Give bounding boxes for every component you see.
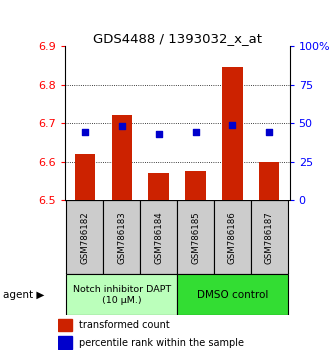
Bar — [67, 274, 177, 315]
Bar — [259, 161, 279, 200]
Text: Notch inhibitor DAPT
(10 μM.): Notch inhibitor DAPT (10 μM.) — [72, 285, 171, 305]
Text: GSM786185: GSM786185 — [191, 211, 200, 264]
Bar — [67, 200, 103, 274]
Text: agent ▶: agent ▶ — [3, 290, 45, 300]
Bar — [222, 67, 243, 200]
Bar — [177, 274, 288, 315]
Text: GSM786183: GSM786183 — [117, 211, 126, 264]
Text: percentile rank within the sample: percentile rank within the sample — [79, 338, 244, 348]
Bar — [177, 200, 214, 274]
Point — [230, 122, 235, 127]
Text: DMSO control: DMSO control — [197, 290, 268, 300]
Point — [156, 131, 161, 137]
Bar — [112, 115, 132, 200]
Point — [193, 130, 198, 135]
Bar — [140, 200, 177, 274]
Bar — [75, 154, 95, 200]
Text: GSM786187: GSM786187 — [265, 211, 274, 264]
Text: GSM786182: GSM786182 — [80, 211, 89, 264]
Bar — [185, 171, 206, 200]
Text: transformed count: transformed count — [79, 320, 169, 330]
Point — [267, 130, 272, 135]
Title: GDS4488 / 1393032_x_at: GDS4488 / 1393032_x_at — [93, 32, 261, 45]
Bar — [103, 200, 140, 274]
Bar — [149, 173, 169, 200]
Point — [119, 123, 124, 129]
Bar — [58, 319, 72, 331]
Bar — [58, 336, 72, 349]
Text: GSM786184: GSM786184 — [154, 211, 163, 264]
Bar — [214, 200, 251, 274]
Bar — [251, 200, 288, 274]
Text: GSM786186: GSM786186 — [228, 211, 237, 264]
Point — [82, 130, 87, 135]
